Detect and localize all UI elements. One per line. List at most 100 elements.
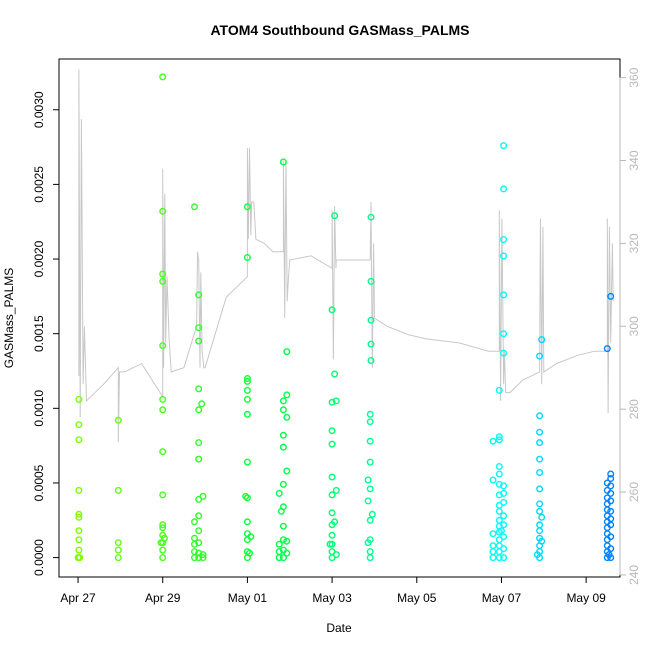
data-point — [536, 412, 544, 420]
data-point — [190, 518, 198, 526]
data-point — [190, 534, 198, 542]
y-tick-label: 0.0000 — [32, 539, 46, 576]
data-point — [331, 518, 339, 526]
y2-tick-label: 360 — [627, 67, 641, 87]
data-point — [500, 185, 508, 193]
data-point — [536, 507, 544, 515]
data-point — [331, 212, 339, 220]
data-point — [607, 292, 615, 300]
data-point — [500, 521, 508, 529]
data-point — [159, 448, 167, 456]
data-point — [500, 512, 508, 520]
data-point — [495, 491, 503, 499]
data-point — [159, 73, 167, 81]
data-point — [328, 531, 336, 539]
y2-tick-label: 260 — [627, 482, 641, 502]
data-point — [536, 428, 544, 436]
data-point — [536, 352, 544, 360]
data-point — [328, 306, 336, 314]
data-point — [159, 524, 167, 532]
data-point — [245, 549, 253, 557]
data-point — [195, 512, 203, 520]
data-point — [500, 545, 508, 553]
data-point — [195, 455, 203, 463]
y2-tick-label: 300 — [627, 316, 641, 336]
data-point — [328, 509, 336, 517]
data-point — [114, 539, 122, 547]
data-point — [243, 494, 251, 502]
data-point — [366, 548, 374, 556]
data-point — [283, 348, 291, 356]
data-point — [500, 291, 508, 299]
y-tick-label: 0.0030 — [32, 91, 46, 128]
data-point — [243, 458, 251, 466]
data-point — [199, 554, 207, 562]
y-tick-label: 0.0010 — [32, 390, 46, 427]
data-point — [489, 437, 497, 445]
data-point — [500, 482, 508, 490]
data-point — [277, 507, 285, 515]
x-axis-label: Date — [326, 621, 352, 635]
data-point — [366, 418, 374, 426]
data-point — [279, 406, 287, 414]
x-tick-label: May 05 — [397, 591, 437, 605]
data-point — [366, 437, 374, 445]
data-point — [279, 554, 287, 562]
data-point — [159, 342, 167, 350]
data-point — [364, 476, 372, 484]
data-point — [279, 536, 287, 544]
data-point — [279, 431, 287, 439]
data-point — [75, 510, 83, 518]
x-tick-label: Apr 29 — [145, 591, 181, 605]
data-point — [279, 158, 287, 166]
data-point — [195, 385, 203, 393]
x-tick-label: May 07 — [482, 591, 522, 605]
data-point — [366, 410, 374, 418]
data-point — [75, 513, 83, 521]
y-axis-label: GASMass_PALMS — [2, 268, 16, 368]
data-point — [607, 507, 615, 515]
data-point — [366, 516, 374, 524]
data-point — [283, 467, 291, 475]
data-point — [367, 357, 375, 365]
data-point — [195, 549, 203, 557]
data-point — [75, 436, 83, 444]
data-point — [489, 542, 497, 550]
y2-tick-label: 240 — [627, 565, 641, 585]
data-point — [159, 395, 167, 403]
data-point — [500, 533, 508, 541]
data-point — [607, 545, 615, 553]
data-point — [495, 480, 503, 488]
data-point — [500, 489, 508, 497]
data-point — [332, 486, 340, 494]
data-point — [367, 316, 375, 324]
data-point — [159, 277, 167, 285]
data-point — [159, 270, 167, 278]
data-point — [331, 370, 339, 378]
data-point — [536, 521, 544, 529]
data-point — [489, 476, 497, 484]
data-point — [495, 386, 503, 394]
y2-tick-label: 340 — [627, 150, 641, 170]
data-point — [195, 406, 203, 414]
data-point — [190, 203, 198, 211]
data-point — [157, 539, 165, 547]
data-point — [243, 518, 251, 526]
data-point — [489, 530, 497, 538]
data-point — [500, 554, 508, 562]
data-point — [75, 486, 83, 494]
data-point — [195, 439, 203, 447]
data-point — [368, 510, 376, 518]
data-point — [75, 536, 83, 544]
data-point — [495, 433, 503, 441]
data-point — [328, 427, 336, 435]
data-point — [243, 386, 251, 394]
data-point — [243, 410, 251, 418]
y-tick-label: 0.0025 — [32, 166, 46, 203]
data-point — [283, 549, 291, 557]
data-point — [500, 498, 508, 506]
data-point — [500, 330, 508, 338]
data-point — [367, 213, 375, 221]
data-point — [328, 491, 336, 499]
data-point — [538, 336, 546, 344]
